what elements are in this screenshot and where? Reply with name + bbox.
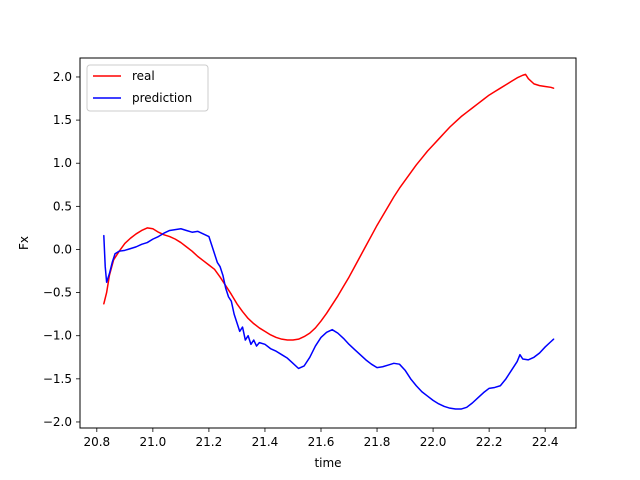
legend: real prediction: [86, 64, 209, 112]
series-line-prediction: [103, 228, 555, 410]
y-axis-label: Fx: [17, 236, 31, 250]
x-tick-label: 21.0: [139, 435, 166, 449]
x-axis: 20.8 21.0 21.2 21.4 21.6 21.8 22.0 22.2 22.4: [83, 428, 559, 449]
legend-label-prediction: prediction: [132, 91, 192, 105]
y-tick-label: 0.5: [53, 199, 72, 213]
y-tick-label: 1.5: [53, 113, 72, 127]
x-tick-label: 20.8: [83, 435, 110, 449]
series-layer: [103, 73, 555, 410]
y-tick-label: 2.0: [53, 70, 72, 84]
y-tick-label: −2.0: [43, 415, 72, 429]
x-tick-label: 21.6: [308, 435, 335, 449]
x-tick-label: 21.2: [196, 435, 223, 449]
series-line-real: [103, 73, 555, 341]
y-tick-label: −0.5: [43, 286, 72, 300]
x-tick-label: 22.0: [420, 435, 447, 449]
x-tick-label: 22.2: [476, 435, 503, 449]
x-tick-label: 21.4: [252, 435, 279, 449]
y-tick-label: −1.5: [43, 372, 72, 386]
x-tick-label: 21.8: [364, 435, 391, 449]
y-tick-label: 1.0: [53, 156, 72, 170]
legend-label-real: real: [132, 69, 155, 83]
y-axis: −2.0 −1.5 −1.0 −0.5 0.0 0.5 1.0 1.5 2.0: [43, 70, 80, 429]
y-tick-label: −1.0: [43, 329, 72, 343]
y-tick-label: 0.0: [53, 242, 72, 256]
x-axis-label: time: [314, 456, 341, 470]
plot-frame: [79, 57, 577, 429]
x-tick-label: 22.4: [532, 435, 559, 449]
